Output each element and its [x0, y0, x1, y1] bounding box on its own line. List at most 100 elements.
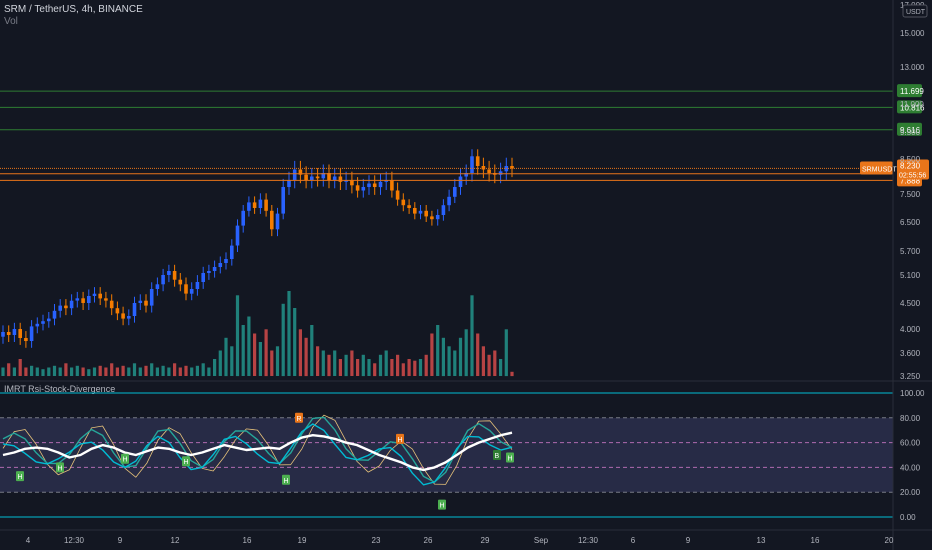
- candle-body: [64, 305, 68, 309]
- divergence-marker[interactable]: [56, 462, 64, 473]
- divergence-marker[interactable]: [438, 499, 446, 510]
- candle-body: [69, 300, 74, 309]
- volume-bar: [75, 365, 79, 376]
- candle-body: [447, 196, 451, 206]
- volume-bar: [87, 369, 91, 376]
- current-price-countdown: 02:55:56: [899, 172, 926, 179]
- divergence-marker[interactable]: [182, 456, 190, 467]
- volume-bar: [144, 365, 148, 376]
- level-tag-text: 7.888: [900, 176, 921, 185]
- ma-line-white: [2, 431, 513, 472]
- candle-body: [235, 225, 240, 246]
- volume-bar: [224, 337, 228, 377]
- volume-bar: [7, 363, 11, 377]
- volume-bar: [195, 365, 199, 376]
- candle-body: [470, 156, 474, 173]
- price-tick-label: 13.000: [900, 63, 925, 72]
- candle-body: [321, 173, 326, 179]
- indicator-tick-label: 100.00: [900, 389, 925, 398]
- time-tick-label: 12: [171, 536, 180, 545]
- candle-body: [172, 271, 177, 280]
- divergence-marker[interactable]: [16, 471, 24, 482]
- volume-bar: [92, 367, 97, 376]
- volume-bar: [115, 367, 119, 376]
- candle-body: [218, 263, 223, 267]
- candle-body: [264, 199, 268, 211]
- volume-bar: [356, 359, 360, 376]
- divergence-marker[interactable]: [396, 433, 404, 444]
- candle-body: [475, 156, 480, 166]
- volume-bar: [201, 363, 205, 377]
- candle-body: [338, 176, 343, 182]
- volume-label[interactable]: Vol: [4, 16, 18, 27]
- level-tag-bg: [897, 100, 922, 114]
- candle-body: [75, 298, 80, 301]
- volume-bar: [287, 291, 291, 376]
- candle-body: [47, 318, 51, 322]
- divergence-marker-label: H: [284, 478, 289, 485]
- candle-body: [81, 298, 85, 303]
- volume-bar: [12, 367, 16, 376]
- volume-bar: [418, 359, 423, 376]
- candle-body: [510, 166, 514, 169]
- divergence-marker[interactable]: [295, 412, 303, 423]
- candle-body: [98, 293, 102, 299]
- time-tick-label: 16: [811, 536, 820, 545]
- divergence-marker[interactable]: [121, 453, 129, 464]
- indicator-title[interactable]: IMRT Rsi-Stock-Divergence: [4, 384, 116, 394]
- time-tick-label: 16: [243, 536, 252, 545]
- level-tag-bg: [897, 84, 922, 98]
- candle-body: [109, 300, 114, 309]
- candle-body: [132, 303, 137, 316]
- symbol-title[interactable]: SRM / TetherUS, 4h, BINANCE: [4, 4, 143, 15]
- candle-body: [332, 176, 337, 180]
- indicator-tick-label: 0.00: [900, 513, 916, 522]
- level-price-tag: 10.816: [897, 100, 925, 114]
- volume-bar: [150, 363, 154, 377]
- current-price-tag: 8.230: [900, 161, 921, 170]
- time-tick-label: 12:30: [578, 536, 599, 545]
- divergence-marker[interactable]: [282, 474, 290, 485]
- divergence-marker[interactable]: [493, 450, 501, 460]
- volume-bar: [390, 359, 394, 376]
- candle-body: [435, 215, 440, 220]
- time-tick-label: 13: [757, 536, 766, 545]
- price-tick-label: 4.500: [900, 299, 921, 308]
- time-tick-label: 29: [481, 536, 490, 545]
- stoch-line-cyan: [2, 423, 513, 486]
- candle-body: [12, 329, 17, 335]
- volume-bar: [464, 329, 468, 377]
- candle-body: [304, 174, 308, 180]
- currency-badge[interactable]: [902, 4, 928, 18]
- currency-label: USDT: [906, 9, 926, 16]
- candle-body: [6, 332, 11, 335]
- candle-body: [367, 183, 371, 187]
- divergence-marker[interactable]: [506, 452, 514, 463]
- volume-bar: [378, 354, 383, 377]
- candle-body: [58, 305, 62, 311]
- volume-bar: [407, 359, 411, 376]
- candle-body: [92, 293, 97, 296]
- volume-bar: [58, 367, 62, 376]
- volume-bar: [413, 360, 417, 376]
- volume-bar: [430, 333, 434, 376]
- volume-bar: [298, 329, 302, 377]
- divergence-marker-label: H: [440, 503, 445, 510]
- volume-bar: [155, 367, 159, 376]
- candle-body: [178, 279, 183, 285]
- horizontal-levels: 11.69910.8169.6168.0817.888SRMUSDT8.2300…: [0, 84, 929, 187]
- volume-bar: [132, 363, 137, 377]
- candle-body: [230, 245, 234, 259]
- volume-bar: [213, 359, 217, 376]
- candle-body: [41, 321, 45, 324]
- chart-header: SRM / TetherUS, 4h, BINANCE Vol: [4, 4, 143, 28]
- candles: [1, 149, 514, 348]
- candle-body: [138, 300, 143, 303]
- indicator-tick-label: 80.00: [900, 414, 921, 423]
- volume-bar: [350, 350, 354, 376]
- candle-body: [430, 216, 434, 220]
- candle-body: [247, 202, 251, 211]
- candle-body: [498, 171, 503, 175]
